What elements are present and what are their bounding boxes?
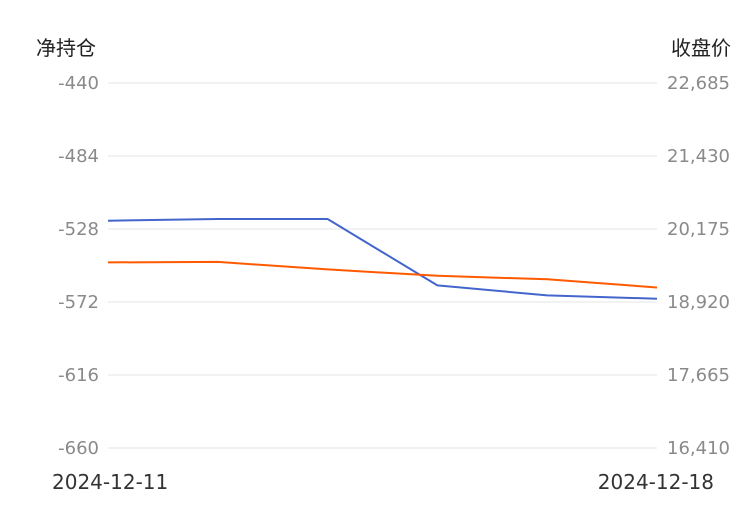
- right-axis-title: 收盘价: [671, 36, 731, 60]
- series-line-right: [107, 260, 658, 289]
- x-tick-label: 2024-12-18: [598, 470, 714, 494]
- x-tick-label: 2024-12-11: [52, 470, 168, 494]
- left-axis-ticks: -440 -484 -528 -572 -616 -660: [58, 73, 99, 459]
- right-axis-ticks: 22,685 21,430 20,175 18,920 17,665 16,410: [667, 73, 730, 459]
- right-tick-label: 16,410: [667, 438, 730, 459]
- gridlines: [108, 82, 657, 449]
- left-tick-label: -528: [58, 219, 99, 240]
- x-axis-ticks: 2024-12-11 2024-12-18: [52, 470, 714, 494]
- right-tick-label: 21,430: [667, 146, 730, 167]
- left-tick-label: -484: [58, 146, 99, 167]
- left-tick-label: -440: [58, 73, 99, 94]
- left-axis-title: 净持仓: [36, 36, 96, 60]
- series-line-left: [107, 218, 658, 300]
- right-tick-label: 22,685: [667, 73, 730, 94]
- left-tick-label: -660: [58, 438, 99, 459]
- right-tick-label: 20,175: [667, 219, 730, 240]
- left-tick-label: -572: [58, 292, 99, 313]
- right-tick-label: 17,665: [667, 365, 730, 386]
- left-tick-label: -616: [58, 365, 99, 386]
- series-lines: [107, 218, 658, 300]
- right-tick-label: 18,920: [667, 292, 730, 313]
